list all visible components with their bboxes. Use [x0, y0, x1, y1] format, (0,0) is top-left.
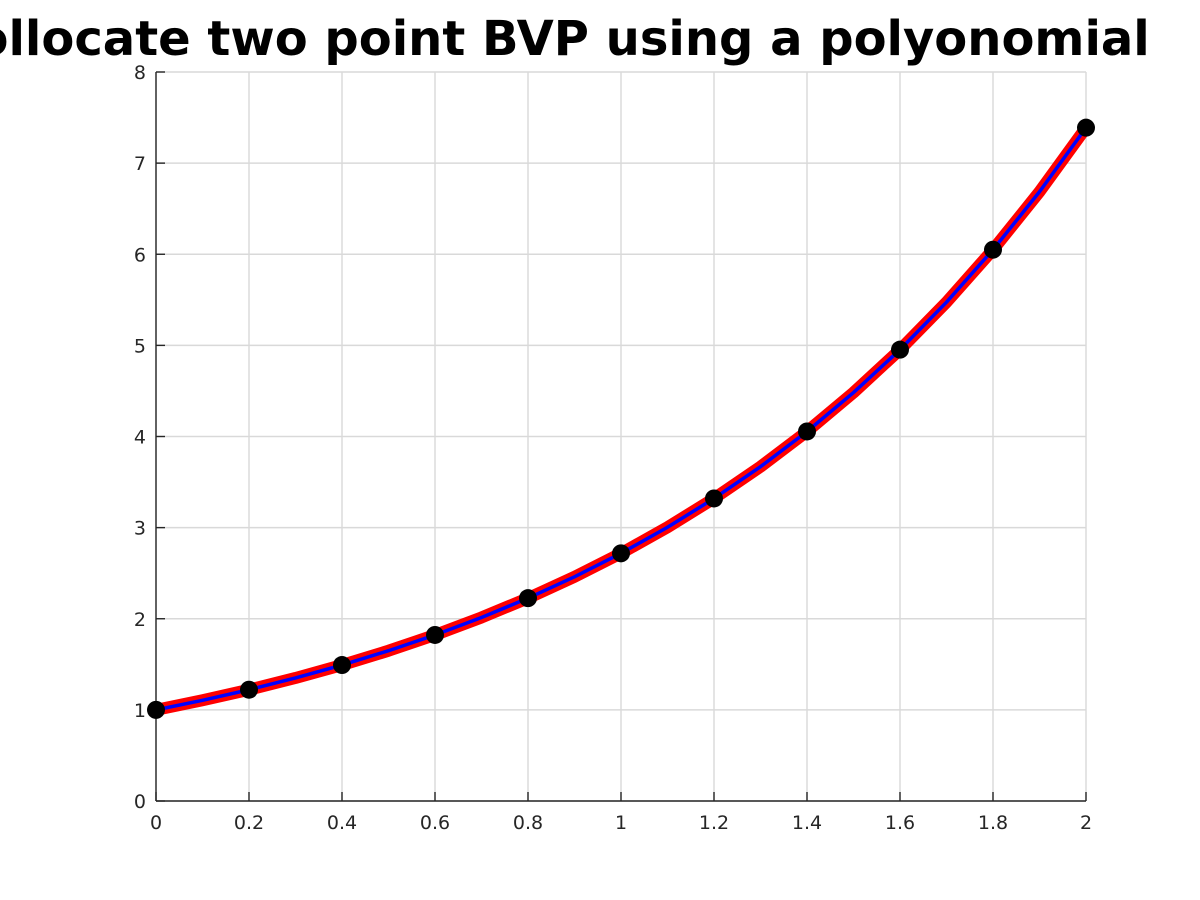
collocation-point	[612, 544, 630, 563]
collocation-point	[705, 489, 723, 508]
y-tick-label: 3	[134, 518, 146, 540]
axes	[155, 71, 1087, 802]
collocation-point	[240, 680, 258, 699]
y-tick-label: 4	[134, 427, 146, 449]
y-tick-label: 7	[134, 153, 146, 175]
x-tick-label: 0.8	[513, 812, 543, 834]
x-tick-label: 1.4	[792, 812, 822, 834]
y-tick-label: 5	[134, 335, 146, 357]
x-tick-label: 1.2	[699, 812, 729, 834]
x-tick-label: 1	[615, 812, 627, 834]
collocation-point	[147, 700, 165, 719]
collocation-point	[426, 625, 444, 644]
collocation-points	[147, 118, 1095, 719]
collocation-point	[891, 340, 909, 359]
y-tick-label: 2	[134, 609, 146, 631]
collocation-point	[984, 240, 1002, 259]
y-tick-label: 6	[134, 244, 146, 266]
x-tick-label: 0.4	[327, 812, 357, 834]
x-tick-label: 0	[150, 812, 162, 834]
collocation-point	[1077, 118, 1095, 137]
y-tick-label: 1	[134, 700, 146, 722]
plot-area	[147, 118, 1095, 719]
y-tick-label: 8	[134, 62, 146, 84]
collocation-point	[519, 589, 537, 608]
x-tick-label: 2	[1080, 812, 1092, 834]
chart-title: Collocate two point BVP using a polyonom…	[0, 11, 1150, 67]
x-tick-label: 0.2	[234, 812, 264, 834]
x-tick-labels: 0 0.2 0.4 0.6 0.8 1 1.2 1.4 1.6 1.8 2	[150, 812, 1092, 834]
y-tick-label: 0	[134, 791, 146, 813]
grid	[155, 71, 1087, 802]
x-tick-label: 1.8	[978, 812, 1008, 834]
x-tick-label: 0.6	[420, 812, 450, 834]
y-tick-labels: 0 1 2 3 4 5 6 7 8	[134, 62, 146, 813]
x-tick-label: 1.6	[885, 812, 915, 834]
collocation-point	[798, 422, 816, 441]
collocation-point	[333, 656, 351, 675]
